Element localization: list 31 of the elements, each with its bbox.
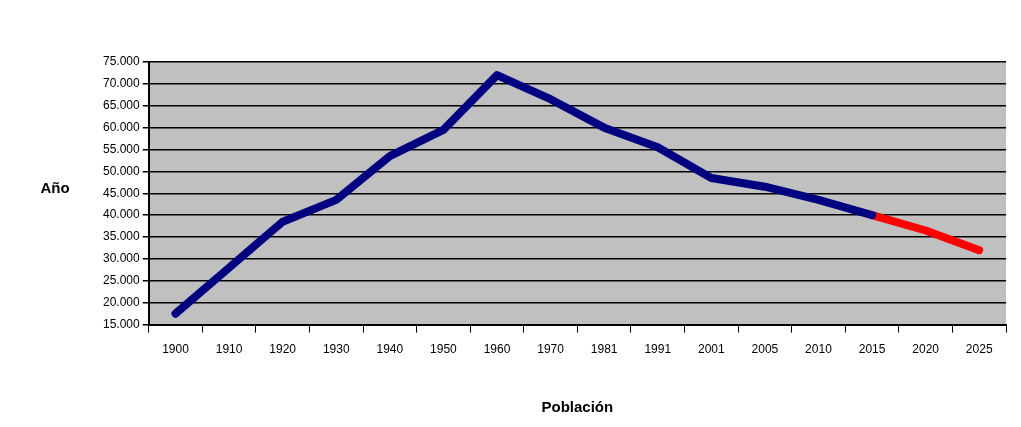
x-tick-label: 2020 [912,342,940,357]
y-axis-title: Año [40,179,70,197]
x-tick-label: 2025 [965,342,993,357]
x-tick-label: 1981 [590,342,618,357]
x-tick-label: 2010 [805,342,833,357]
y-tick-label: 75.000 [103,54,141,69]
y-tick-label: 40.000 [103,207,141,222]
x-tick-label: 1960 [483,342,511,357]
y-tick-label: 20.000 [103,295,141,310]
x-tick-label: 2005 [751,342,779,357]
y-tick-label: 30.000 [103,251,141,266]
y-tick-label: 15.000 [103,316,141,331]
x-tick-label: 1991 [644,342,672,357]
x-tick-label: 1900 [162,342,190,357]
x-tick-label: 2015 [858,342,886,357]
x-tick-label: 1950 [430,342,458,357]
y-tick-label: 70.000 [103,76,141,91]
x-tick-label: 1920 [269,342,297,357]
x-tick-label: 1930 [322,342,350,357]
x-tick-label: 1970 [537,342,565,357]
x-tick-label: 1940 [376,342,404,357]
x-tick-label: 1910 [215,342,243,357]
y-tick-label: 25.000 [103,273,141,288]
x-axis-title: Población [541,398,614,416]
y-tick-label: 35.000 [103,229,141,244]
y-tick-label: 50.000 [103,163,141,178]
y-tick-label: 55.000 [103,141,141,156]
y-tick-label: 45.000 [103,185,141,200]
y-tick-label: 60.000 [103,119,141,134]
y-tick-label: 65.000 [103,98,141,113]
x-tick-label: 2001 [697,342,725,357]
